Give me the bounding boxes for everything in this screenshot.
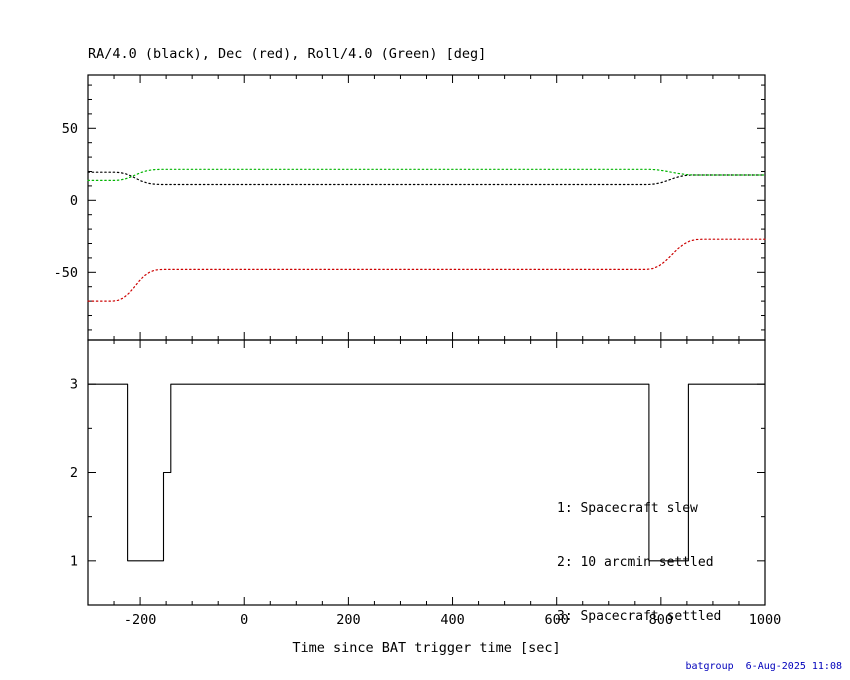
x-tick-label: 600 xyxy=(544,612,568,628)
x-tick-label: 0 xyxy=(240,612,248,628)
x-tick-label: -200 xyxy=(124,612,157,628)
chart-title: RA/4.0 (black), Dec (red), Roll/4.0 (Gre… xyxy=(88,46,487,62)
y-tick-label: 2 xyxy=(70,465,78,481)
x-tick-label: 200 xyxy=(336,612,360,628)
y-tick-label: 50 xyxy=(62,121,78,137)
y-tick-label: 0 xyxy=(70,193,78,209)
timestamp-credit: batgroup 6-Aug-2025 11:08 xyxy=(685,661,842,672)
legend-item-settled: 3: Spacecraft settled xyxy=(557,609,722,624)
y-tick-label: 1 xyxy=(70,553,78,569)
y-tick-label: -50 xyxy=(54,265,78,281)
legend-item-slew: 1: Spacecraft slew xyxy=(557,501,698,516)
panel-frame xyxy=(87,74,766,341)
series-line-roll40 xyxy=(87,168,766,181)
series-line-dec xyxy=(87,238,766,302)
x-tick-label: 400 xyxy=(440,612,464,628)
x-axis-label: Time since BAT trigger time [sec] xyxy=(292,640,561,656)
series-line-ra40 xyxy=(87,171,766,186)
x-tick-label: 800 xyxy=(649,612,673,628)
x-tick-label: 1000 xyxy=(749,612,782,628)
y-tick-label: 3 xyxy=(70,377,78,393)
legend-item-10arcmin: 2: 10 arcmin settled xyxy=(557,555,714,570)
series-line-spacecraftsettledstate xyxy=(87,383,766,562)
legend: 1: Spacecraft slew 2: 10 arcmin settled … xyxy=(557,464,721,662)
